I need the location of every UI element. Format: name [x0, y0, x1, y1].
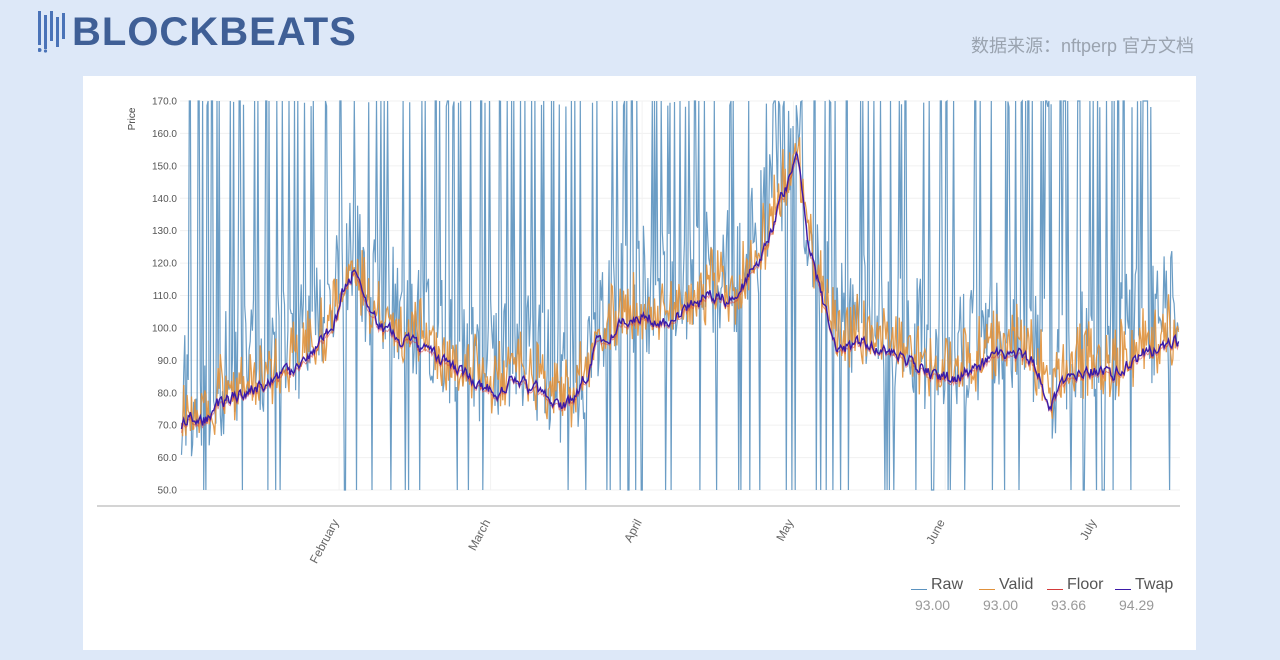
y-tick-label: 150.0	[152, 161, 177, 172]
chart-panel: 50.0 60.0 70.0 80.0 90.0 100.0 110.0 120.0 130.0…	[83, 76, 1196, 650]
legend-swatch-floor	[1047, 589, 1063, 590]
legend-value: 93.66	[1051, 597, 1087, 613]
x-tick-label: June	[923, 517, 948, 547]
y-tick-label: 60.0	[158, 453, 178, 464]
legend-value: 94.29	[1119, 597, 1155, 613]
legend-item-raw[interactable]: Raw 93.00	[911, 574, 979, 613]
legend-value: 93.00	[983, 597, 1019, 613]
x-tick-label: March	[465, 517, 493, 553]
y-axis-label: Price	[127, 107, 138, 130]
legend-name: Floor	[1067, 576, 1104, 593]
series-line-floor	[181, 157, 1179, 433]
series-line-valid	[180, 137, 1180, 437]
legend-swatch-valid	[979, 589, 995, 590]
x-tick-label: May	[773, 517, 796, 544]
legend-name: Twap	[1135, 576, 1174, 593]
legend-swatch-twap	[1115, 589, 1131, 590]
legend-value: 93.00	[915, 597, 951, 613]
logo-text: BLOCKBEATS	[72, 10, 357, 54]
y-tick-label: 50.0	[158, 486, 178, 497]
logo-bars-icon	[38, 11, 65, 53]
data-source-text: 数据来源：nftperp 官方文档	[970, 36, 1194, 56]
legend-item-valid[interactable]: Valid 93.00	[979, 574, 1047, 613]
series-line-twap	[180, 150, 1180, 430]
y-tick-label: 130.0	[152, 226, 177, 237]
y-tick-label: 70.0	[158, 421, 178, 432]
blockbeats-logo: BLOCKBEATS	[38, 10, 357, 54]
legend-swatch-raw	[911, 589, 927, 590]
x-tick-label: February	[307, 517, 342, 566]
y-tick-label: 120.0	[152, 259, 177, 270]
x-tick-label: July	[1077, 517, 1099, 542]
y-tick-label: 170.0	[152, 97, 177, 108]
y-tick-label: 110.0	[153, 291, 178, 302]
y-tick-label: 90.0	[158, 356, 178, 367]
legend-name: Raw	[931, 576, 964, 593]
legend-item-twap[interactable]: Twap 94.29	[1115, 574, 1183, 613]
x-tick-label: April	[621, 517, 645, 545]
legend-item-floor[interactable]: Floor 93.66	[1047, 574, 1115, 613]
legend-name: Valid	[999, 576, 1034, 593]
y-tick-label: 80.0	[158, 388, 178, 399]
legend: Raw 93.00 Valid 93.00 Floor 93.66 Twap 9…	[911, 574, 1183, 613]
series-line-raw	[180, 99, 1180, 491]
price-chart: 50.0 60.0 70.0 80.0 90.0 100.0 110.0 120.0 130.0…	[97, 97, 1180, 566]
header: BLOCKBEATS 数据来源：nftperp 官方文档	[0, 0, 1280, 76]
y-tick-label: 140.0	[152, 194, 177, 205]
y-tick-label: 100.0	[152, 323, 177, 334]
y-tick-label: 160.0	[152, 129, 177, 140]
